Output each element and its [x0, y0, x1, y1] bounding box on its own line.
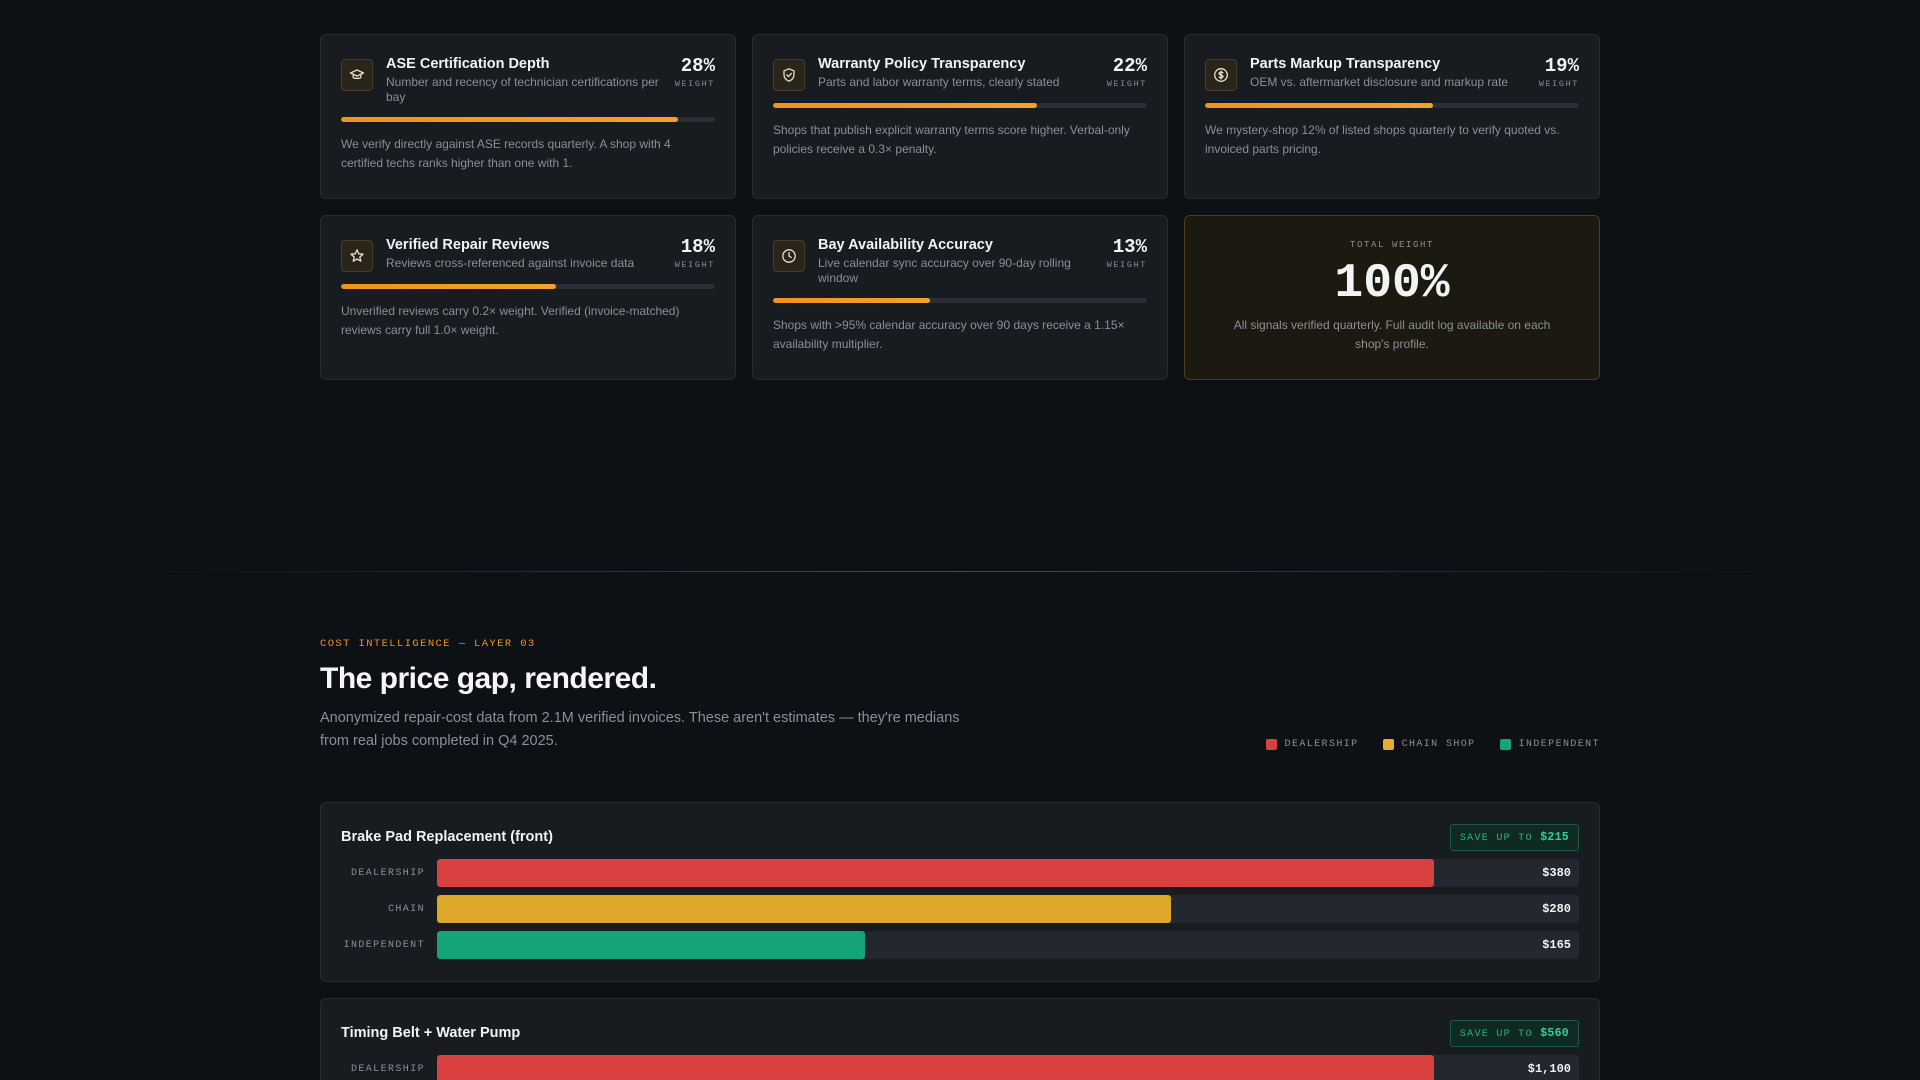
signal-weight-bar-fill [341, 117, 678, 122]
signal-title: Bay Availability Accuracy [818, 237, 993, 253]
price-bar [437, 895, 1172, 923]
signal-description: Unverified reviews carry 0.2× weight. Ve… [341, 304, 680, 337]
price-bar [437, 1055, 1434, 1080]
signal-weight-label: WEIGHT [1106, 260, 1147, 270]
price-row-dealership: DEALERSHIP $1,100 [341, 1055, 1579, 1080]
signal-weight-bar-fill [773, 103, 1037, 108]
shield-check-icon [773, 59, 805, 91]
signal-weight-label: WEIGHT [1106, 79, 1147, 89]
section-divider [130, 571, 1790, 572]
savings-amount: $215 [1540, 830, 1569, 844]
signal-weight-label: WEIGHT [1538, 79, 1579, 89]
section-eyebrow: COST INTELLIGENCE — LAYER 03 [320, 638, 536, 650]
signal-weight-bar [1205, 103, 1579, 108]
signal-card-reviews[interactable]: Verified Repair Reviews Reviews cross-re… [320, 215, 736, 380]
price-value: $280 [1542, 902, 1571, 916]
signal-weight-value: 13% [1112, 236, 1147, 258]
price-row-independent: INDEPENDENT $165 [341, 931, 1579, 959]
clock-icon [773, 240, 805, 272]
price-bar [437, 931, 866, 959]
signal-weight-bar [341, 117, 715, 122]
price-bar-track: $380 [437, 859, 1579, 887]
signal-card-parts-markup[interactable]: Parts Markup Transparency OEM vs. afterm… [1184, 34, 1600, 199]
savings-badge: SAVE UP TO $560 [1449, 1019, 1579, 1047]
legend-swatch [1265, 739, 1277, 750]
signal-description: We verify directly against ASE records q… [341, 137, 671, 170]
signal-weight-value: 28% [680, 55, 715, 77]
signal-weight-value: 22% [1112, 55, 1147, 77]
total-weight-card: TOTAL WEIGHT 100% All signals verified q… [1184, 215, 1600, 380]
legend-swatch [1382, 739, 1394, 750]
total-weight-label: TOTAL WEIGHT [1349, 240, 1434, 250]
graduation-cap-icon [341, 59, 373, 91]
signal-subtitle: Reviews cross-referenced against invoice… [386, 256, 635, 270]
savings-badge: SAVE UP TO $215 [1449, 823, 1579, 851]
price-bar-track: $280 [437, 895, 1579, 923]
signal-weight-value: 18% [680, 236, 715, 258]
signal-weight-bar-fill [773, 298, 931, 303]
legend-item-independent: INDEPENDENT [1499, 739, 1600, 750]
signal-description: We mystery-shop 12% of listed shops quar… [1205, 123, 1560, 156]
price-value: $1,100 [1527, 1062, 1571, 1076]
dollar-coin-icon [1205, 59, 1237, 91]
signal-description: Shops with >95% calendar accuracy over 9… [773, 318, 1125, 351]
repair-cost-card: Timing Belt + Water Pump SAVE UP TO $560… [320, 998, 1600, 1080]
signal-weight-label: WEIGHT [674, 260, 715, 270]
signal-card-ase[interactable]: ASE Certification Depth Number and recen… [320, 34, 736, 199]
legend-item-dealership: DEALERSHIP [1265, 739, 1359, 750]
signal-subtitle: Number and recency of technician certifi… [386, 75, 659, 104]
signal-weight-label: WEIGHT [674, 79, 715, 89]
signal-card-warranty[interactable]: Warranty Policy Transparency Parts and l… [752, 34, 1168, 199]
price-bar-track: $1,100 [437, 1055, 1579, 1080]
price-row-label: DEALERSHIP [350, 1063, 425, 1075]
section-title: The price gap, rendered. [320, 662, 657, 695]
signal-subtitle: OEM vs. aftermarket disclosure and marku… [1250, 75, 1509, 89]
signal-description: Shops that publish explicit warranty ter… [773, 123, 1130, 156]
signal-subtitle: Live calendar sync accuracy over 90-day … [818, 256, 1071, 285]
total-weight-value: 100% [1334, 257, 1450, 311]
repair-cost-card: Brake Pad Replacement (front) SAVE UP TO… [320, 802, 1600, 982]
signal-title: Parts Markup Transparency [1250, 56, 1441, 72]
signal-title: Warranty Policy Transparency [818, 56, 1026, 72]
total-weight-description: All signals verified quarterly. Full aud… [1233, 318, 1551, 351]
signal-title: Verified Repair Reviews [386, 237, 550, 253]
repair-title: Timing Belt + Water Pump [341, 1025, 521, 1041]
repair-title: Brake Pad Replacement (front) [341, 829, 553, 845]
price-row-label: CHAIN [387, 903, 425, 915]
price-legend: DEALERSHIP CHAIN SHOP INDEPENDENT [1242, 739, 1600, 750]
signal-weight-bar-fill [341, 284, 557, 289]
price-row-chain: CHAIN $280 [341, 895, 1579, 923]
price-value: $380 [1542, 866, 1571, 880]
section-description: Anonymized repair-cost data from 2.1M ve… [320, 710, 960, 749]
signal-weight-value: 19% [1544, 55, 1579, 77]
price-row-label: INDEPENDENT [343, 939, 425, 951]
price-value: $165 [1542, 938, 1571, 952]
signal-weight-bar [773, 298, 1147, 303]
signal-weight-bar [773, 103, 1147, 108]
signal-card-bay-availability[interactable]: Bay Availability Accuracy Live calendar … [752, 215, 1168, 380]
legend-label: INDEPENDENT [1518, 739, 1600, 750]
price-bar-track: $165 [437, 931, 1579, 959]
signal-title: ASE Certification Depth [386, 56, 550, 72]
signal-grid: ASE Certification Depth Number and recen… [320, 34, 1600, 380]
savings-prefix: SAVE UP TO [1459, 1028, 1533, 1040]
price-row-label: DEALERSHIP [350, 867, 425, 879]
savings-prefix: SAVE UP TO [1459, 832, 1533, 844]
legend-item-chain-shop: CHAIN SHOP [1382, 739, 1476, 750]
legend-label: CHAIN SHOP [1401, 739, 1476, 750]
price-row-dealership: DEALERSHIP $380 [341, 859, 1579, 887]
price-bar [437, 859, 1434, 887]
signal-weight-bar [341, 284, 715, 289]
star-icon [341, 240, 373, 272]
signal-weight-bar-fill [1205, 103, 1434, 108]
legend-label: DEALERSHIP [1284, 739, 1359, 750]
legend-swatch [1499, 739, 1511, 750]
savings-amount: $560 [1540, 1026, 1569, 1040]
signal-subtitle: Parts and labor warranty terms, clearly … [818, 75, 1060, 89]
